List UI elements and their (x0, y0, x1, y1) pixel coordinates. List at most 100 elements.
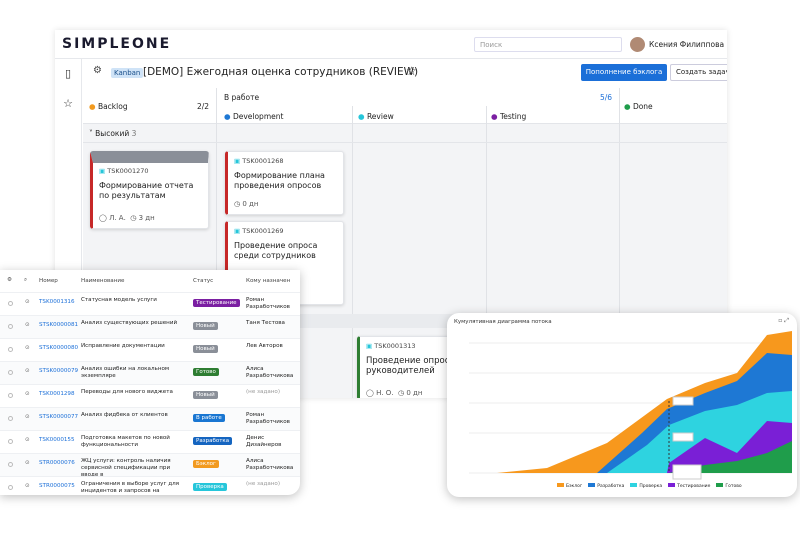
favorite-star[interactable]: ☆ (406, 64, 417, 78)
row-checkbox[interactable] (8, 370, 13, 375)
row-checkbox[interactable] (8, 324, 13, 329)
status-badge: В работе (193, 414, 225, 422)
column-header[interactable]: Номер (39, 278, 58, 284)
column-separator (486, 106, 487, 398)
area-done (669, 441, 792, 473)
column-separator (352, 106, 353, 398)
chart-title: Кумулятивная диаграмма потока (454, 319, 552, 325)
row-icon: ⊙ (25, 391, 30, 397)
card-number-text: TSK0001270 (107, 167, 149, 175)
row-checkbox[interactable] (8, 416, 13, 421)
card-title: Проведение опроса среди сотрудников (234, 241, 318, 260)
row-title: Анализ ошибки на локальном экземпляре (81, 366, 170, 379)
legend: Бэклог Разработка Проверка Тестирование Гото… (557, 483, 748, 489)
column-header[interactable]: Кому назначен (246, 278, 291, 284)
column-separator (216, 88, 217, 398)
column-count: 2/2 (197, 102, 210, 111)
chart-controls[interactable]: ▫ ⤢ (778, 317, 789, 324)
sub-column: ● Review (358, 112, 394, 121)
legend-item: Бэклог (557, 483, 583, 489)
row-title: Исправление документации (81, 343, 165, 349)
avatar[interactable] (630, 37, 645, 52)
table-row[interactable]: ⊙ STR0000075 Ограничения в выборе услуг дл… (0, 476, 300, 495)
sub-column-name: Development (232, 112, 284, 121)
row-checkbox[interactable] (8, 462, 13, 467)
table-row[interactable]: ⊙ TSK0000155 Подготовка макетов по новой ф… (0, 430, 300, 453)
table-row[interactable]: ⊙ STR0000076 ЖЦ услуги: контроль наличия с… (0, 453, 300, 478)
card-title: Проведение опроса для руководителей (366, 356, 474, 376)
primary-button[interactable]: Пополнение бэклога (581, 64, 667, 81)
board-title: [DEMO] Ежегодная оценка сотрудников (REV… (143, 66, 419, 78)
row-checkbox[interactable] (8, 301, 13, 306)
row-checkbox[interactable] (8, 485, 13, 490)
row-checkbox[interactable] (8, 439, 13, 444)
row-assignee: Таня Тестова (246, 320, 285, 326)
card-user: Н. О. (376, 389, 394, 397)
table-row[interactable]: ⊙ STSK0000079 Анализ ошибки на локальном э… (0, 361, 300, 384)
row-icon: ⊙ (25, 414, 30, 420)
sub-column-name: Review (366, 112, 394, 121)
status-badge: Новый (193, 322, 218, 330)
row-assignee: Алиса Разработчикова (246, 366, 294, 379)
column-name: Backlog (97, 102, 128, 111)
row-assignee: Роман Разработчиков (246, 297, 290, 310)
row-title: Ограничения в выборе услуг для инциденто… (81, 481, 180, 494)
secondary-button[interactable]: Создать задачу (670, 64, 727, 81)
lane-header: ˅ Высокий 3 (83, 125, 727, 143)
user-name[interactable]: Ксения Филиппова (649, 40, 725, 49)
card-title: Формирование плана проведения опросов (234, 171, 325, 190)
row-number[interactable]: STSK0000079 (39, 368, 79, 374)
search-icon[interactable]: ⌕ (24, 277, 28, 283)
row-assignee: (не задано) (246, 481, 281, 487)
row-checkbox[interactable] (8, 347, 13, 352)
row-number[interactable]: STSK0000081 (39, 322, 79, 328)
legend-label: Бэклог (566, 484, 583, 489)
card-number-text: TSK0001268 (242, 157, 284, 165)
table-row[interactable]: ⊙ STSK0000081 Анализ существующих решений Н… (0, 315, 300, 338)
row-number[interactable]: STSK0000077 (39, 414, 79, 420)
legend-item: Тестирование (668, 483, 710, 489)
card-number: ▣ TSK0001268 (234, 157, 284, 165)
card-title: Формирование отчета по результатам (99, 181, 194, 200)
column-header[interactable]: Наименование (81, 278, 125, 284)
column-count: 5/6 (600, 93, 613, 102)
sidebar: ▯ ☆ (55, 59, 82, 398)
legend-item: Готово (716, 483, 742, 489)
row-number[interactable]: TSK0001316 (39, 299, 75, 305)
row-assignee: Лев Авторов (246, 343, 283, 349)
row-checkbox[interactable] (8, 393, 13, 398)
settings-icon[interactable]: ⚙ (7, 277, 13, 283)
divider (55, 58, 727, 59)
status-badge: Новый (193, 345, 218, 353)
table-panel: ⚙ ⌕ Номер Наименование Статус Кому назна… (0, 270, 300, 495)
row-title: Переводы для нового виджета (81, 389, 173, 395)
card-meta: ◯ Н. О. ◷ 0 дн (366, 389, 423, 397)
legend-swatch (557, 483, 564, 487)
table-row[interactable]: ⊙ STSK0000080 Исправление документации Новы… (0, 338, 300, 361)
search-box[interactable]: Поиск (474, 37, 622, 52)
column-backlog: ● Backlog (89, 102, 128, 111)
row-number[interactable]: STR0000076 (39, 460, 75, 466)
column-header[interactable]: Статус (193, 278, 214, 284)
card-meta: ◯ Л. А. ◷ 3 дн (99, 214, 155, 222)
legend-swatch (716, 483, 724, 487)
card-meta: ◷ 0 дн (234, 200, 259, 208)
table-row[interactable]: ⊙ STSK0000077 Анализ фидбека от клиентов В … (0, 407, 300, 430)
row-number[interactable]: TSK0000155 (39, 437, 75, 443)
kanban-card[interactable]: ▣ TSK0001270 Формирование отчета по резу… (90, 151, 209, 229)
column-separator (619, 88, 620, 398)
row-number[interactable]: STSK0000080 (39, 345, 79, 351)
card-user: Л. А. (109, 214, 126, 222)
status-badge: Бэклог (193, 460, 219, 468)
table-row[interactable]: ⊙ TSK0001298 Переводы для нового виджета Но… (0, 384, 300, 407)
table-row[interactable]: ⊙ TSK0001316 Статусная модель услуги Тестир… (0, 292, 300, 315)
legend-item: Разработка (588, 483, 625, 489)
row-assignee: Денис Дизайнеров (246, 435, 282, 448)
legend-label: Разработка (597, 484, 625, 489)
row-number[interactable]: STR0000075 (39, 483, 75, 489)
row-number[interactable]: TSK0001298 (39, 391, 75, 397)
kanban-card[interactable]: ▣ TSK0001268 Формирование плана проведен… (225, 151, 344, 215)
card-number: ▣ TSK0001313 (366, 342, 416, 350)
legend-label: Проверка (639, 484, 663, 489)
